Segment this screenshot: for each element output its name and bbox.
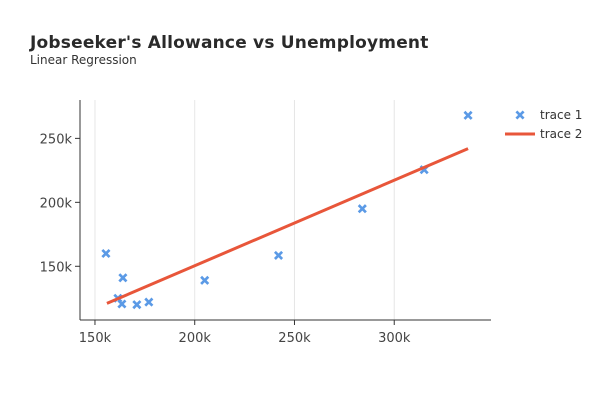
scatter-point xyxy=(101,248,111,259)
y-tick-label: 150k xyxy=(40,260,73,275)
x-tick-label: 200k xyxy=(179,331,212,346)
scatter-point xyxy=(144,297,154,307)
scatter-point xyxy=(357,204,367,214)
grid-lines xyxy=(94,100,395,320)
regression-line xyxy=(106,147,469,305)
legend: trace 1 trace 2 xyxy=(505,108,582,141)
axes xyxy=(75,100,491,325)
x-tick-label: 250k xyxy=(278,331,311,346)
chart-title: Jobseeker's Allowance vs Unemployment xyxy=(30,33,429,53)
scatter-point xyxy=(118,273,128,283)
legend-label: trace 1 xyxy=(540,108,582,122)
scatter-point xyxy=(463,110,473,120)
y-tick-label: 250k xyxy=(40,132,73,147)
x-tick-label: 300k xyxy=(378,331,411,346)
chart-subtitle: Linear Regression xyxy=(30,53,137,67)
scatter-point xyxy=(117,299,127,309)
scatter-point xyxy=(132,300,142,310)
y-tick-label: 200k xyxy=(40,196,73,211)
scatter-point xyxy=(200,275,210,285)
legend-label: trace 2 xyxy=(540,127,582,141)
legend-swatch-marker xyxy=(515,110,525,120)
tick-labels: 150k 200k 250k 300k 150k 200k 250k xyxy=(40,132,411,346)
x-tick-label: 150k xyxy=(79,331,112,346)
series-layer xyxy=(101,110,473,310)
scatter-point xyxy=(273,250,284,260)
